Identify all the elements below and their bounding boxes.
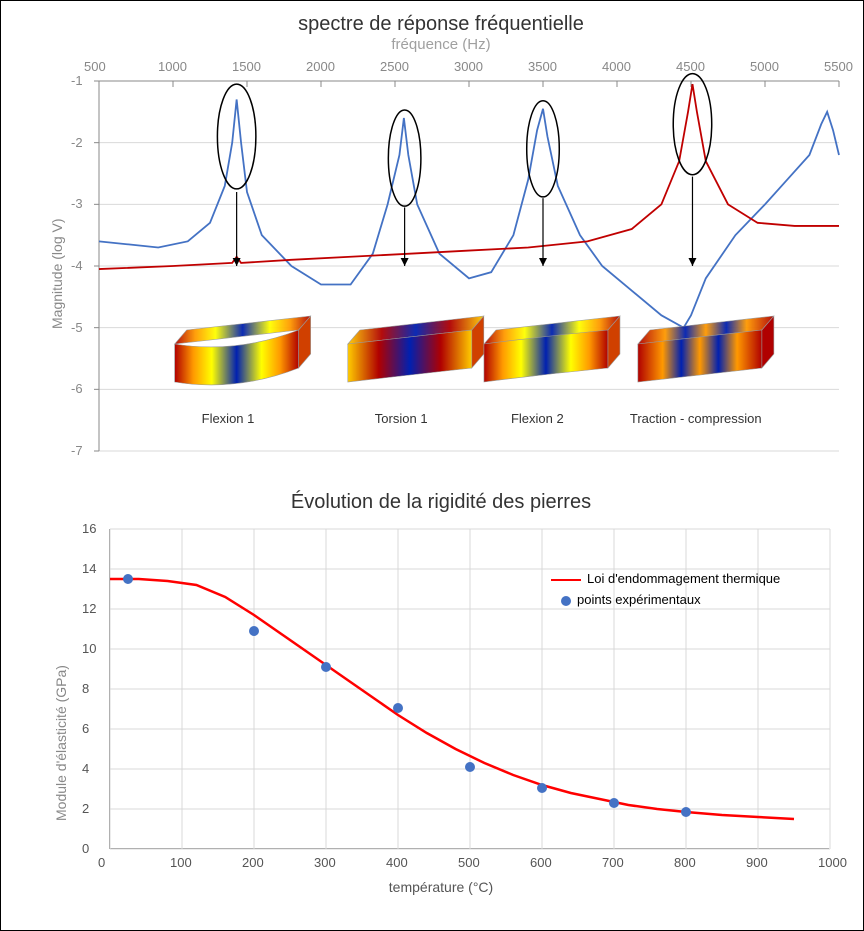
chart2-xtick: 400	[386, 855, 408, 870]
chart2-title: Évolution de la rigidité des pierres	[31, 491, 851, 514]
spectrum-chart: spectre de réponse fréquentielle fréquen…	[31, 9, 851, 469]
chart2-xtick: 200	[242, 855, 264, 870]
chart1-title: spectre de réponse fréquentielle	[31, 13, 851, 36]
chart2-ytick: 8	[82, 681, 89, 696]
legend-scatter-label: points expérimentaux	[577, 592, 701, 607]
chart2-xtick: 100	[170, 855, 192, 870]
mode-label: Torsion 1	[375, 411, 428, 426]
chart2-ytick: 12	[82, 601, 96, 616]
chart1-ylabel: Magnitude (log V)	[49, 218, 65, 329]
chart1-xtick: 5000	[750, 59, 779, 74]
mode-label: Flexion 2	[511, 411, 564, 426]
chart2-xtick: 700	[602, 855, 624, 870]
chart2-ytick: 6	[82, 721, 89, 736]
chart1-ytick: -4	[71, 258, 91, 273]
chart1-xtick: 500	[84, 59, 106, 74]
chart1-ytick: -3	[71, 196, 91, 211]
chart2-ytick: 0	[82, 841, 89, 856]
chart1-xtick: 1000	[158, 59, 187, 74]
chart2-xlabel: température (°C)	[389, 879, 493, 895]
chart2-legend: Loi d'endommagement thermique points expé…	[551, 571, 780, 607]
legend-line-label: Loi d'endommagement thermique	[587, 571, 780, 586]
chart2-ytick: 14	[82, 561, 96, 576]
chart2-ytick: 10	[82, 641, 96, 656]
chart1-ytick: -1	[71, 73, 91, 88]
chart1-xtick: 3000	[454, 59, 483, 74]
chart2-xtick: 0	[98, 855, 105, 870]
chart1-xtick: 4000	[602, 59, 631, 74]
rigidity-chart: Évolution de la rigidité des pierres Mod…	[31, 481, 851, 911]
chart1-svg	[99, 81, 839, 451]
chart1-xtick: 4500	[676, 59, 705, 74]
chart1-xtick: 2500	[380, 59, 409, 74]
chart1-ytick: -7	[71, 443, 91, 458]
chart1-xtick: 1500	[232, 59, 261, 74]
mode-label: Flexion 1	[202, 411, 255, 426]
chart1-ytick: -6	[71, 381, 91, 396]
legend-scatter-entry: points expérimentaux	[551, 592, 780, 607]
chart2-ytick: 2	[82, 801, 89, 816]
chart2-ytick: 16	[82, 521, 96, 536]
chart2-ytick: 4	[82, 761, 89, 776]
legend-line-entry: Loi d'endommagement thermique	[551, 571, 780, 586]
chart1-xtick: 3500	[528, 59, 557, 74]
chart1-ytick: -2	[71, 135, 91, 150]
chart1-xtick: 2000	[306, 59, 335, 74]
chart2-xtick: 900	[746, 855, 768, 870]
chart2-xtick: 500	[458, 855, 480, 870]
chart2-xtick: 300	[314, 855, 336, 870]
chart1-plot-area: 5001000150020002500300035004000450050005…	[99, 81, 839, 451]
mode-label: Traction - compression	[630, 411, 762, 426]
chart2-ylabel: Module d'élasticité (GPa)	[53, 665, 69, 821]
chart1-ytick: -5	[71, 320, 91, 335]
chart1-subtitle: fréquence (Hz)	[31, 36, 851, 53]
chart1-xtick: 5500	[824, 59, 853, 74]
chart2-xtick: 1000	[818, 855, 847, 870]
chart2-xtick: 800	[674, 855, 696, 870]
chart2-xtick: 600	[530, 855, 552, 870]
